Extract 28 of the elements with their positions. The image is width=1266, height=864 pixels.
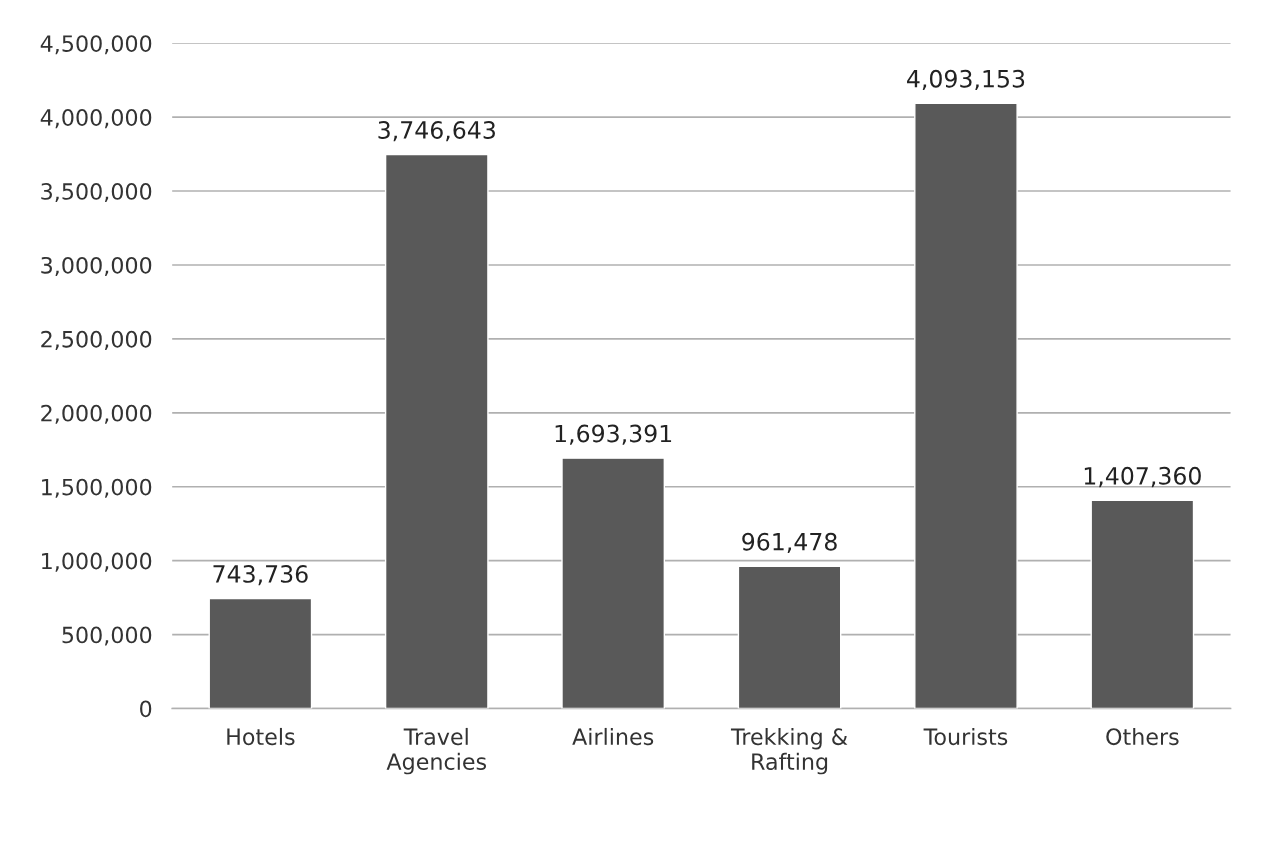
y-tick-label: 1,500,000 bbox=[42, 478, 152, 498]
y-tick-label: 0 bbox=[140, 700, 152, 718]
y-tick-label: 2,000,000 bbox=[41, 404, 152, 424]
y-tick-label: 3,500,000 bbox=[41, 182, 152, 203]
x-tick-label: Trekking & Rafting bbox=[730, 727, 848, 775]
y-tick-label: 3,000,000 bbox=[41, 256, 152, 276]
bar bbox=[384, 153, 489, 709]
data-label: 4,093,153 bbox=[907, 69, 1025, 91]
bar bbox=[1090, 499, 1195, 709]
bar bbox=[208, 597, 313, 709]
x-tick-label: Hotels bbox=[227, 727, 295, 746]
data-label: 961,478 bbox=[742, 532, 837, 554]
x-tick-label: Travel Agencies bbox=[386, 727, 487, 775]
bar bbox=[914, 102, 1018, 709]
data-label: 1,407,360 bbox=[1084, 466, 1201, 488]
x-tick-label: Others bbox=[1106, 727, 1179, 746]
y-tick-label: 2,500,000 bbox=[41, 330, 152, 350]
bar bbox=[561, 457, 666, 709]
data-label: 743,736 bbox=[213, 564, 308, 586]
y-tick-label: 4,000,000 bbox=[40, 109, 152, 129]
y-tick-label: 500,000 bbox=[62, 626, 152, 646]
data-label: 1,693,391 bbox=[555, 424, 672, 445]
x-tick-label: Airlines bbox=[572, 727, 654, 746]
x-tick-label: Tourists bbox=[923, 727, 1008, 746]
data-label: 3,746,643 bbox=[378, 121, 495, 142]
y-tick-label: 4,500,000 bbox=[40, 35, 152, 55]
y-tick-label: 1,000,000 bbox=[42, 552, 152, 572]
bar bbox=[737, 565, 842, 709]
